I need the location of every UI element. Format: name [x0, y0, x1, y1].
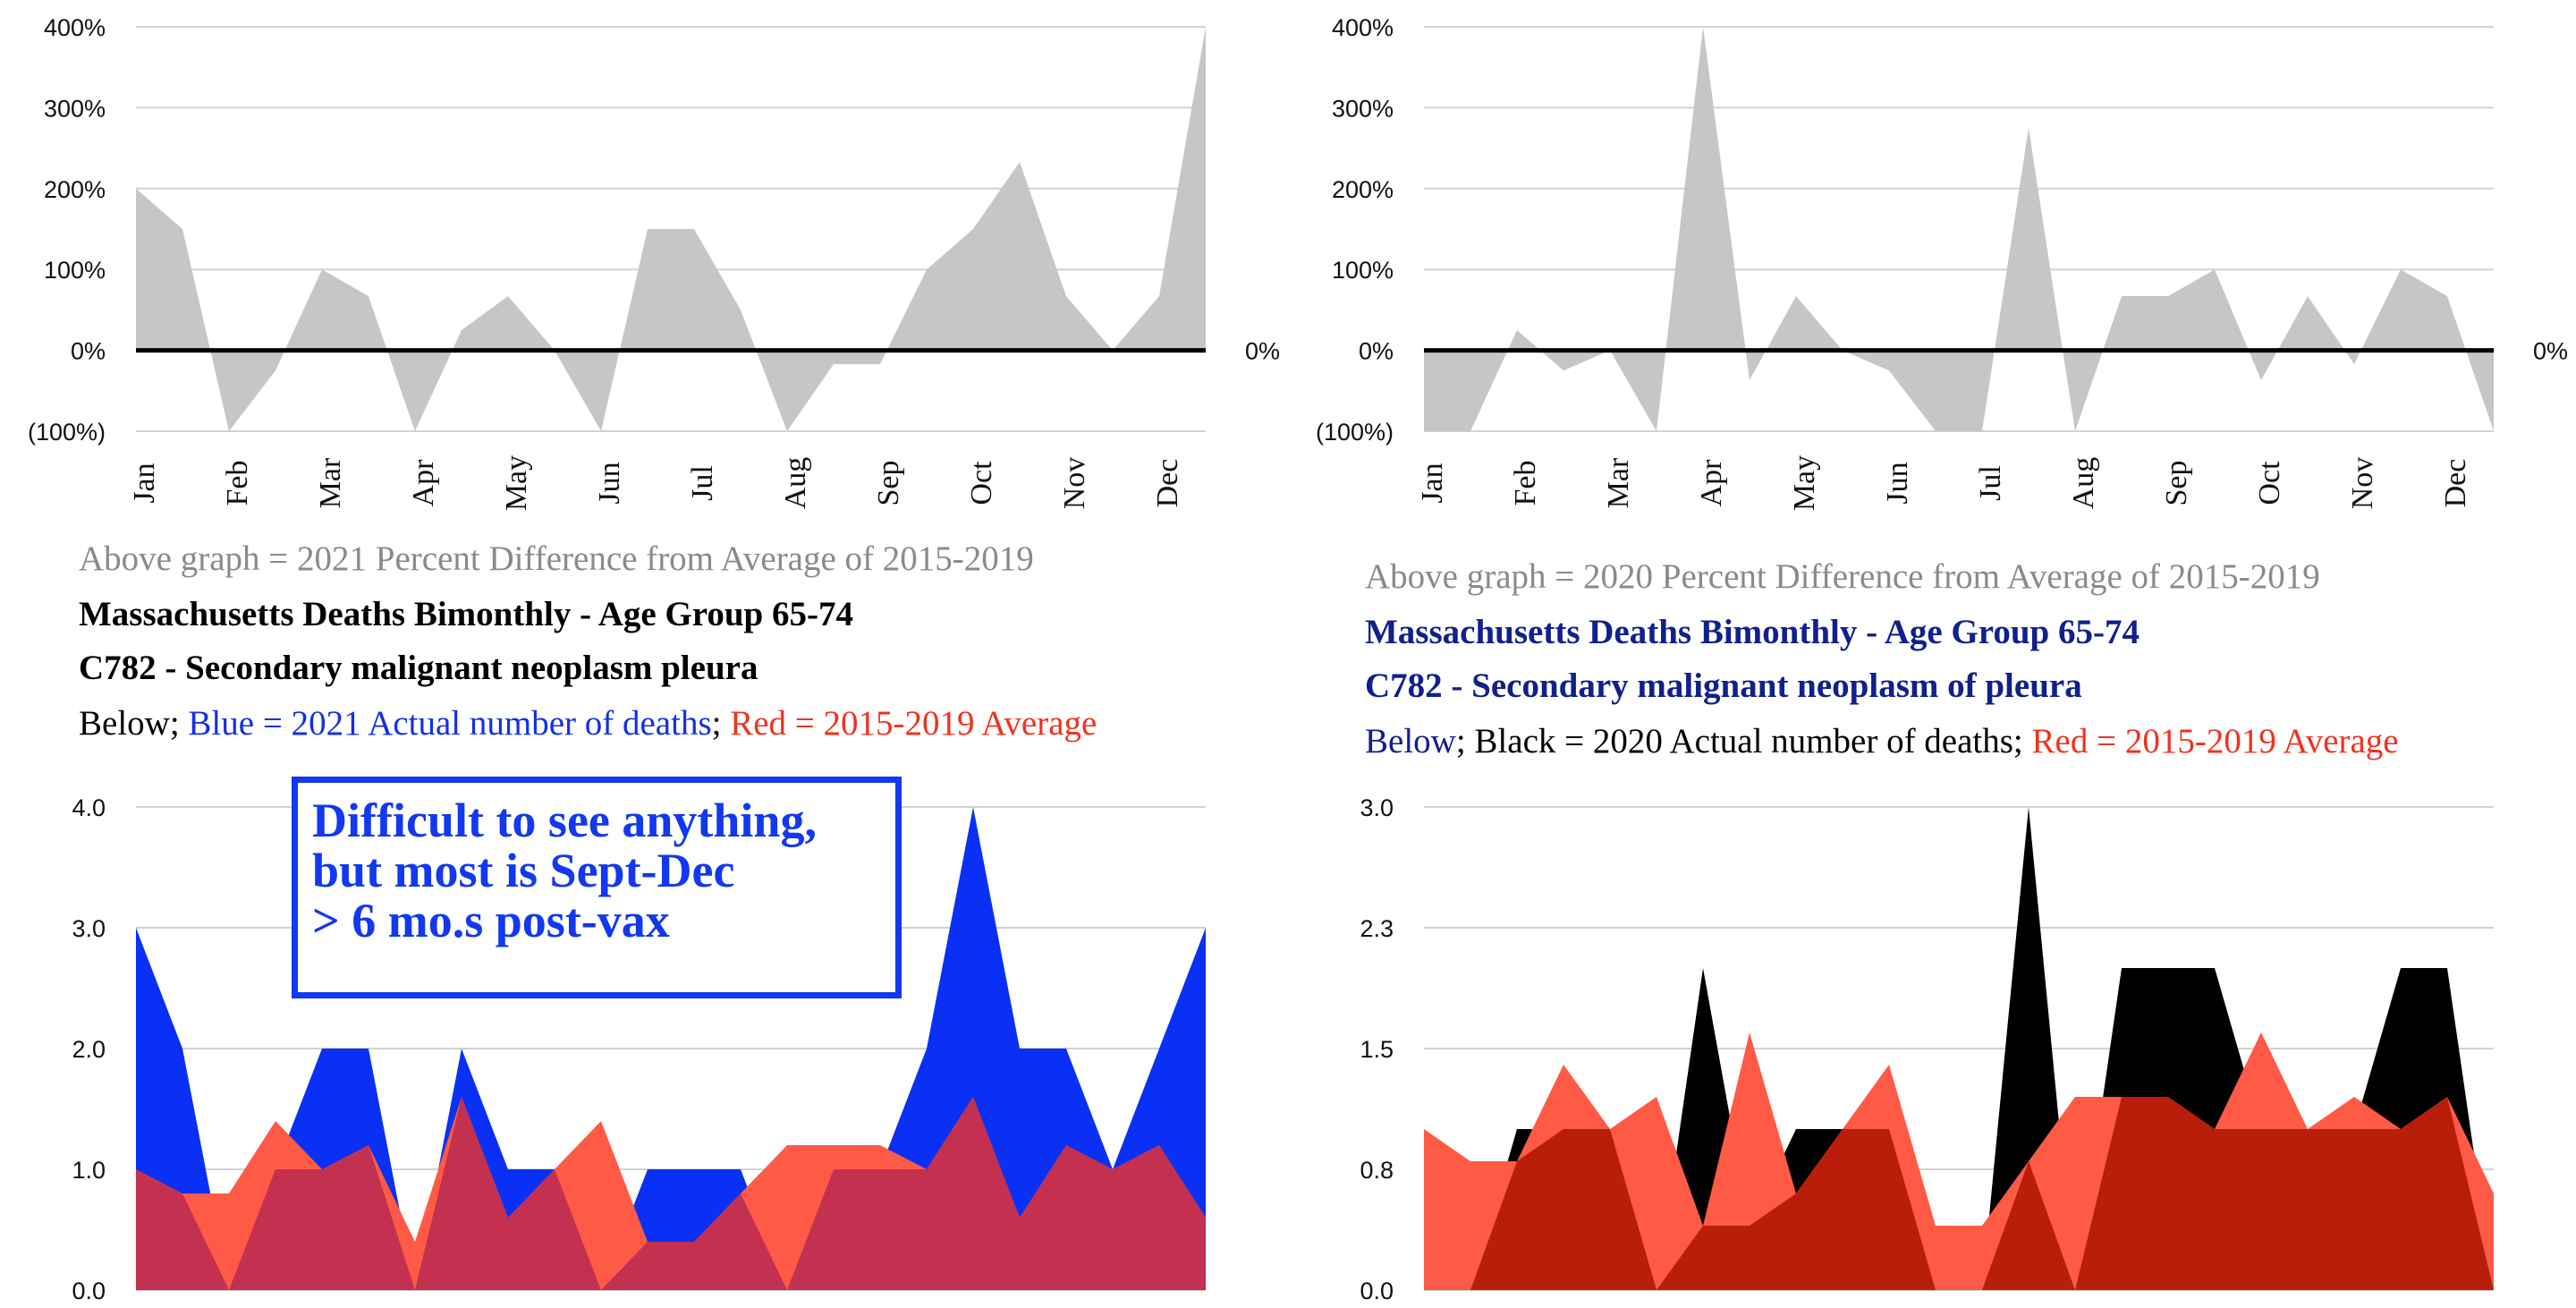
pct-area: [1424, 27, 2494, 431]
right-caption-title: Massachusetts Deaths Bimonthly - Age Gro…: [1365, 613, 2140, 651]
y-tick-label: 3.0: [72, 915, 106, 942]
annotation-line-1: Difficult to see anything,: [312, 794, 817, 847]
pct-area: [136, 27, 1206, 431]
y-tick-label: 300%: [44, 95, 106, 122]
y-tick-label: 4.0: [72, 794, 106, 821]
y-tick-label: 1.5: [1360, 1036, 1394, 1063]
y-tick-label: (100%): [1316, 419, 1394, 446]
bottom-right-count-chart: 0.0 0.8 1.5 2.3 3.0: [1360, 794, 2494, 1304]
overlap-area: [1424, 1097, 2494, 1290]
month-label: Aug: [2067, 457, 2100, 510]
y-tick-label: 0%: [1359, 338, 1394, 365]
month-label: Mar: [1602, 457, 1635, 508]
month-label: Dec: [2439, 459, 2472, 508]
annotation-box: Difficult to see anything, but most is S…: [292, 777, 902, 998]
overlap-area: [136, 1097, 1206, 1290]
left-legend-blue: Blue = 2021 Actual number of deaths: [188, 704, 712, 743]
month-label: Oct: [2253, 461, 2286, 505]
top-right-pct-chart: 400% 300% 200% 100% 0% (100%) 0% Jan Feb Mar Apr Ma…: [1316, 14, 2568, 511]
y-tick-label: 100%: [44, 257, 106, 284]
y-tick-label: 300%: [1332, 95, 1394, 122]
y-tick-label: 0%: [71, 338, 106, 365]
zero-label: 0%: [2533, 338, 2568, 365]
zero-label: 0%: [1245, 338, 1280, 365]
month-label: Jun: [1881, 462, 1914, 504]
month-label: Jan: [128, 463, 161, 503]
month-label: Sep: [872, 461, 905, 506]
y-tick-label: 200%: [44, 176, 106, 203]
month-label: Aug: [779, 457, 812, 510]
month-label: Feb: [221, 461, 254, 506]
month-label: Apr: [407, 459, 440, 507]
left-caption-subtitle: C782 - Secondary malignant neoplasm pleu…: [79, 649, 758, 687]
right-caption-subtitle: C782 - Secondary malignant neoplasm of p…: [1365, 667, 2082, 705]
right-legend-red: Red = 2015-2019 Average: [2031, 722, 2399, 760]
month-label: Nov: [1058, 457, 1091, 510]
month-label: Jul: [686, 465, 719, 501]
month-label: Oct: [965, 461, 998, 505]
month-label: Jun: [593, 462, 626, 504]
y-tick-label: 200%: [1332, 176, 1394, 203]
month-label: Feb: [1509, 461, 1542, 506]
y-tick-label: 0.8: [1360, 1157, 1394, 1184]
y-tick-label: 0.0: [72, 1278, 106, 1304]
annotation-line-2: but most is Sept-Dec: [312, 844, 735, 897]
right-caption-graph-desc: Above graph = 2020 Percent Difference fr…: [1365, 557, 2320, 596]
month-label: Sep: [2160, 461, 2193, 506]
month-label: Dec: [1151, 459, 1184, 508]
month-label: Jan: [1416, 463, 1449, 503]
left-caption-graph-desc: Above graph = 2021 Percent Difference fr…: [79, 539, 1034, 578]
month-label: Apr: [1695, 459, 1728, 507]
month-label: May: [1788, 455, 1821, 511]
y-tick-label: 3.0: [1360, 794, 1394, 821]
y-tick-label: 400%: [44, 14, 106, 41]
y-tick-label: 400%: [1332, 14, 1394, 41]
left-caption-title: Massachusetts Deaths Bimonthly - Age Gro…: [79, 595, 853, 633]
left-legend-red: Red = 2015-2019 Average: [730, 704, 1097, 743]
y-tick-label: 2.3: [1360, 915, 1394, 942]
y-tick-label: 1.0: [72, 1157, 106, 1184]
month-label: Jul: [1974, 465, 2007, 501]
month-label: Mar: [314, 457, 347, 508]
y-tick-label: 2.0: [72, 1036, 106, 1063]
right-legend-black: ; Black = 2020 Actual number of deaths;: [1455, 722, 2032, 760]
month-label: Nov: [2346, 457, 2379, 510]
y-tick-label: 0.0: [1360, 1278, 1394, 1304]
y-tick-label: 100%: [1332, 257, 1394, 284]
annotation-line-3: > 6 mo.s post-vax: [312, 894, 670, 947]
y-tick-label: (100%): [28, 419, 106, 446]
top-left-pct-chart: 400% 300% 200% 100% 0% (100%) 0% Jan Feb Mar Apr Ma…: [28, 14, 1280, 511]
left-legend-sep: ;: [711, 704, 731, 743]
left-legend-below: Below;: [79, 704, 189, 743]
right-legend-below: Below: [1365, 722, 1456, 760]
month-label: May: [500, 455, 533, 511]
right-caption-legend: Below; Black = 2020 Actual number of dea…: [1365, 721, 2399, 761]
left-caption-legend: Below; Blue = 2021 Actual number of deat…: [79, 703, 1097, 743]
